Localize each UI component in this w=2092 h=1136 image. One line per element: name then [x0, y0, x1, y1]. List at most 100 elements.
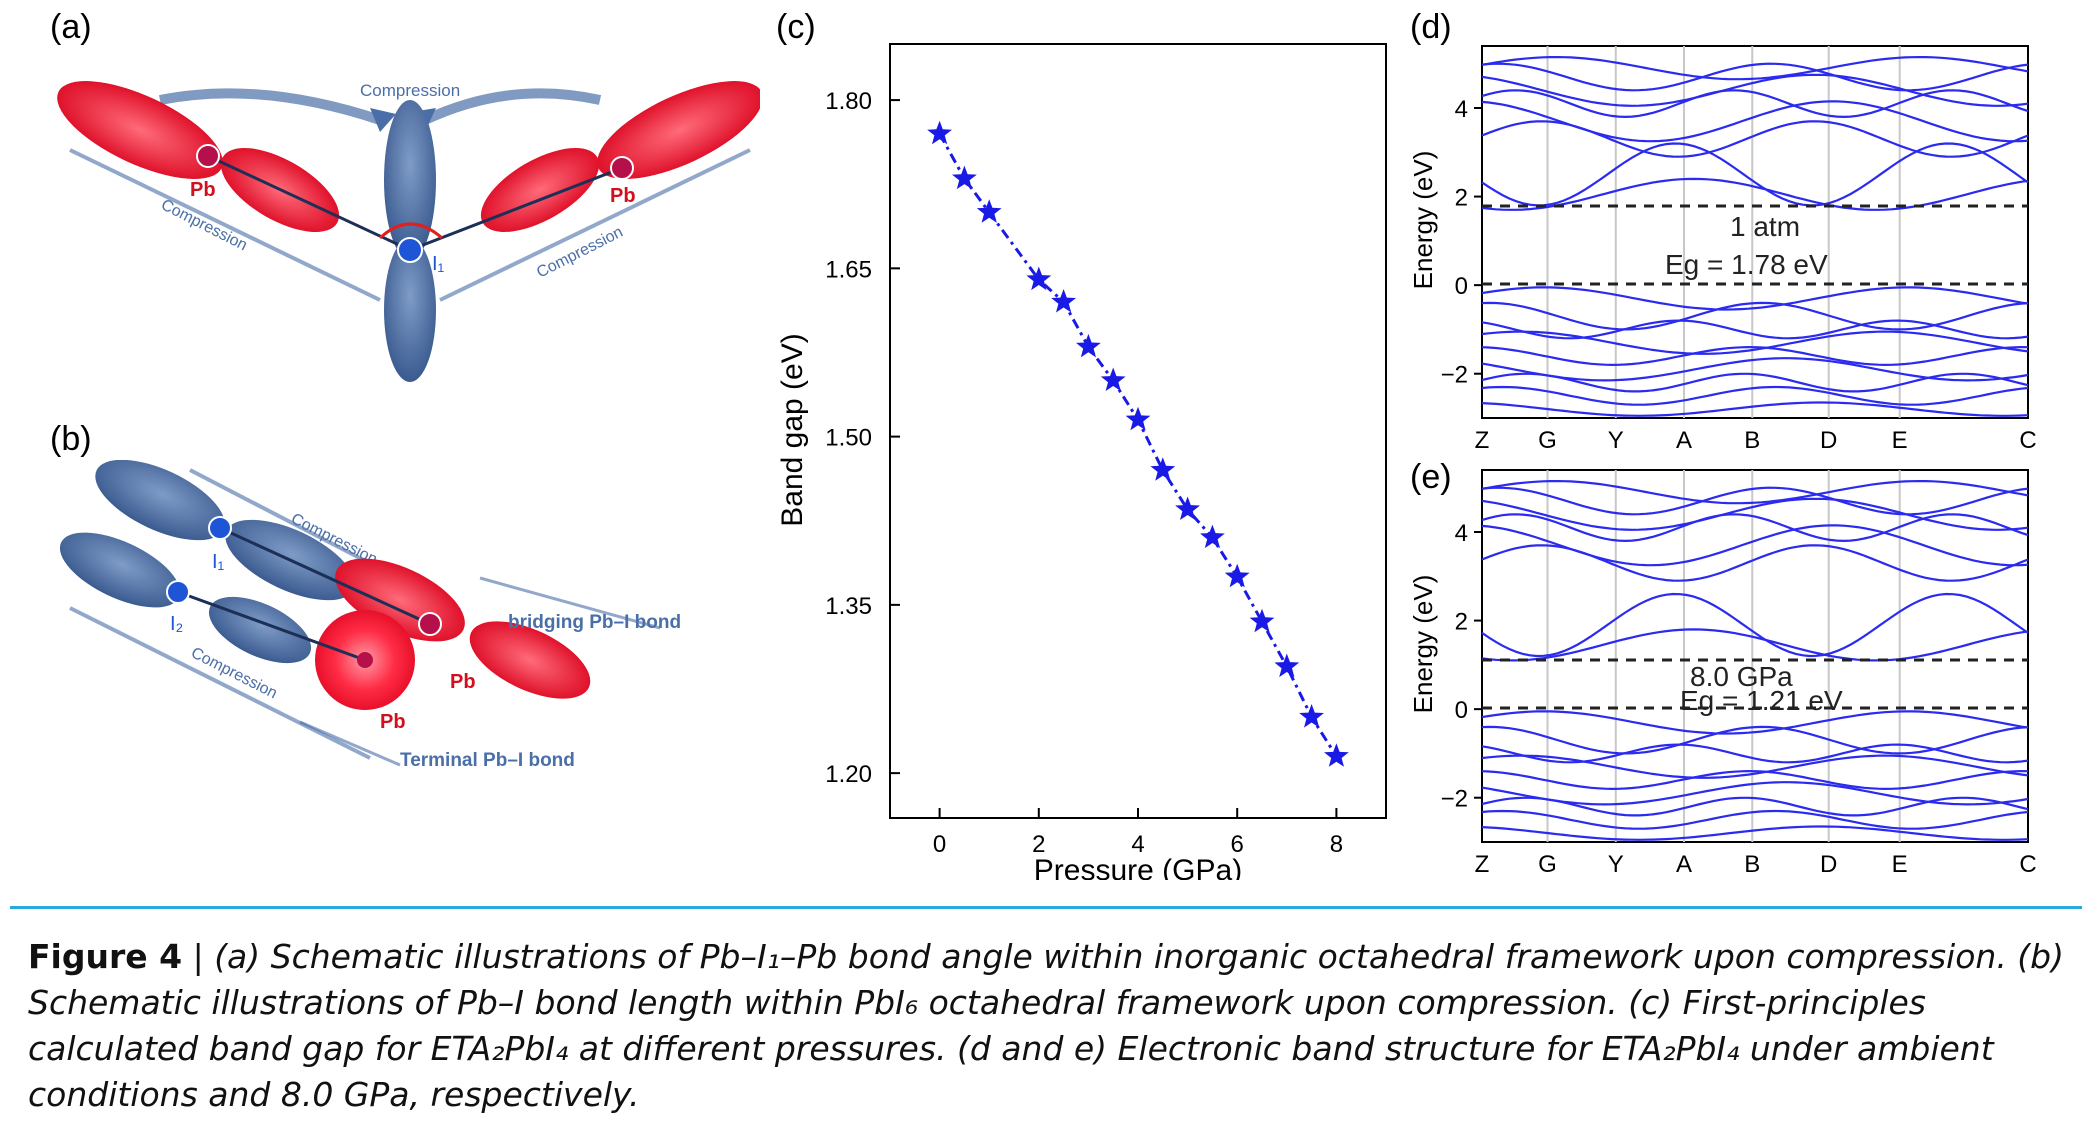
- bridging-bond-label: bridging Pb–I bond: [508, 612, 681, 633]
- conduction-band: [1481, 177, 2029, 211]
- i1-label: I₁: [432, 253, 445, 275]
- series-line: [938, 133, 1338, 758]
- kpoint-label: Z: [1475, 427, 1490, 454]
- band-d-condition: 1 atm: [1730, 211, 1800, 242]
- valence-band: [1481, 796, 2029, 817]
- conduction-band: [1481, 486, 2029, 516]
- data-point: [1175, 496, 1200, 520]
- band-d-yticks: 4 2 0 −2: [1441, 96, 1482, 389]
- y-tick-label: 4: [1455, 520, 1468, 547]
- kpoint-label: E: [1892, 851, 1908, 878]
- data-point: [1100, 367, 1126, 391]
- x-tick-label: 0: [933, 831, 946, 858]
- valence-band: [1481, 301, 2029, 331]
- y-tick-label: −2: [1441, 362, 1468, 389]
- band-structure-e: Energy (eV) 4 2 0 −2 8.0 GPa Eg = 1.21 eV Z…: [1408, 469, 2037, 878]
- kpoint-label: C: [2019, 427, 2036, 454]
- conduction-band: [1481, 142, 2029, 207]
- data-point: [1051, 289, 1076, 313]
- y-tick-label: 2: [1455, 609, 1468, 636]
- i1-b-label: I₁: [212, 551, 225, 573]
- data-point: [927, 120, 952, 145]
- kpoint-label: Y: [1608, 427, 1624, 454]
- caption-divider: [10, 906, 2082, 909]
- kpoint-label: D: [1820, 427, 1837, 454]
- x-tick-label: 6: [1231, 831, 1244, 858]
- data-point: [952, 165, 977, 190]
- y-tick-label: 1.50: [825, 425, 872, 452]
- y-tick-label: 0: [1455, 697, 1468, 724]
- panel-b-schematic: Compression I₁ I₂ Pb Pb Compression brid…: [59, 460, 681, 771]
- band-gap-chart: 1.20 1.35 1.50 1.65 1.80 0 2 4 6 8 Band gap (eV)…: [776, 43, 1387, 880]
- kpoint-label: C: [2019, 851, 2036, 878]
- conduction-band: [1481, 544, 2029, 582]
- valence-band: [1481, 825, 2029, 841]
- x-tick-label: 4: [1131, 831, 1144, 858]
- y-tick-label: 0: [1455, 273, 1468, 300]
- valence-band: [1481, 754, 2029, 779]
- data-point: [1125, 406, 1151, 431]
- band-e-ylabel: Energy (eV): [1408, 575, 1438, 714]
- conduction-band: [1481, 89, 2029, 119]
- data-point: [1249, 608, 1275, 633]
- valence-band: [1481, 357, 2029, 382]
- band-d-gap: Eg = 1.78 eV: [1665, 249, 1828, 280]
- pb-b-large-label: Pb: [380, 711, 406, 733]
- plot-frame: [889, 43, 1387, 819]
- data-point: [1324, 743, 1349, 767]
- valence-band: [1481, 743, 2029, 764]
- kpoint-label: Z: [1475, 851, 1490, 878]
- chart-xlabel: Pressure (GPa): [1034, 854, 1242, 880]
- kpoint-label: G: [1538, 427, 1557, 454]
- data-point: [1026, 266, 1052, 291]
- caption-lead: Figure 4: [28, 937, 183, 976]
- y-tick-label: 1.80: [825, 88, 872, 115]
- figure-caption: Figure 4 | (a) Schematic illustrations o…: [28, 934, 2068, 1118]
- y-tick-label: 1.35: [825, 593, 872, 620]
- valence-band: [1481, 401, 2029, 417]
- caption-separator: |: [182, 937, 215, 976]
- kpoint-label: E: [1892, 427, 1908, 454]
- kpoint-label: Y: [1608, 851, 1624, 878]
- x-tick-label: 8: [1330, 831, 1343, 858]
- kpoint-label: G: [1538, 851, 1557, 878]
- band-e-gap: Eg = 1.21 eV: [1680, 685, 1843, 716]
- valence-band: [1481, 710, 2029, 735]
- conduction-band: [1481, 120, 2029, 158]
- kpoint-label: A: [1676, 851, 1692, 878]
- valence-band: [1481, 769, 2029, 791]
- pb-left-label: Pb: [190, 179, 216, 201]
- data-point: [976, 199, 1002, 223]
- panel-label-e: (e): [1410, 458, 1452, 496]
- panel-label-b: (b): [50, 420, 92, 458]
- valence-band: [1481, 345, 2029, 367]
- valence-band: [1481, 372, 2029, 393]
- terminal-bond-label: Terminal Pb–I bond: [400, 750, 575, 771]
- panel-a-schematic: Compression Pb Pb I₁ Compression Compres…: [57, 81, 760, 382]
- valence-band: [1481, 319, 2029, 340]
- panel-label-a: (a): [50, 8, 92, 46]
- valence-band: [1481, 385, 2029, 406]
- valence-band: [1481, 725, 2029, 755]
- kpoint-label: B: [1744, 427, 1760, 454]
- kpoint-label: A: [1676, 427, 1692, 454]
- caption-text: (a) Schematic illustrations of Pb–I₁–Pb …: [28, 937, 2064, 1114]
- x-tick-label: 2: [1032, 831, 1045, 858]
- data-point: [1076, 333, 1101, 358]
- band-e-yticks: 4 2 0 −2: [1441, 520, 1482, 813]
- data-point: [1200, 524, 1225, 549]
- i2-b-label: I₂: [170, 613, 183, 635]
- conduction-band: [1481, 56, 2029, 81]
- panel-label-d: (d): [1410, 8, 1452, 46]
- conduction-band: [1481, 480, 2029, 505]
- valence-band: [1481, 781, 2029, 806]
- data-point: [1299, 704, 1324, 728]
- conduction-band: [1481, 628, 2029, 662]
- kpoint-label: D: [1820, 851, 1837, 878]
- conduction-band: [1481, 513, 2029, 543]
- compression-top-label: Compression: [360, 81, 460, 100]
- band-structure-d: Energy (eV) 4 2 0 −2 1 atm Eg = 1.78 eV Z G Y…: [1408, 45, 2037, 454]
- data-point: [1224, 563, 1250, 588]
